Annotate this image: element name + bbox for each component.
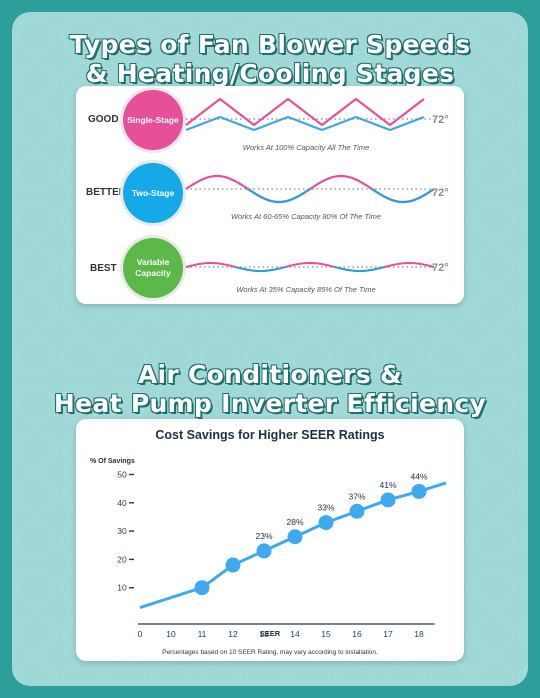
x-tick-label: 12 <box>228 629 238 639</box>
bottom-title-line2: Heat Pump Inverter Efficiency <box>53 389 487 418</box>
temp-best: 72° <box>432 262 449 274</box>
data-point <box>256 543 272 559</box>
y-axis-label: % Of Savings <box>90 458 135 465</box>
variable-capacity-line <box>185 261 435 273</box>
data-point <box>225 557 241 573</box>
data-point <box>380 492 396 508</box>
variable-capacity-wave <box>185 261 435 273</box>
single-stage-cool-line <box>185 115 425 132</box>
top-title-line1: Types of Fan Blower Speeds <box>69 30 471 59</box>
x-tick-label: 13 <box>259 629 269 639</box>
data-point <box>318 515 334 531</box>
x-tick-label: 17 <box>383 629 393 639</box>
x-tick-label: 11 <box>198 629 207 639</box>
x-tick-label: 16 <box>352 629 362 639</box>
savings-line <box>139 481 447 609</box>
x-tick-label: 0 <box>138 629 143 639</box>
stages-card: GOOD Single-Stage 72° Works At 100% Capa… <box>76 86 464 304</box>
caption-better: Works At 60-65% Capacity 80% Of The Time <box>230 212 382 221</box>
rating-better: BETTER <box>86 187 126 198</box>
y-tick-label: 50 <box>117 469 127 479</box>
x-tick-label: 15 <box>321 629 331 639</box>
data-point <box>349 503 365 519</box>
bottom-title-line1: Air Conditioners & <box>137 360 403 389</box>
chart-footnote: Percentages based on 10 SEER Rating, may… <box>162 649 378 656</box>
rating-best: BEST <box>90 263 117 274</box>
y-tick-label: 20 <box>117 554 127 564</box>
data-point <box>411 483 427 499</box>
top-title: Types of Fan Blower Speeds & Heating/Coo… <box>12 30 528 88</box>
temp-good: 72° <box>432 114 449 126</box>
chart-title: Cost Savings for Higher SEER Ratings <box>155 428 384 442</box>
data-point <box>194 580 210 596</box>
y-tick-label: 30 <box>117 526 127 536</box>
x-tick-label: 14 <box>290 629 300 639</box>
infographic-frame: Types of Fan Blower Speeds & Heating/Coo… <box>12 12 528 686</box>
x-axis-label: SEER <box>260 629 281 638</box>
y-tick-label: 40 <box>117 498 127 508</box>
data-label: 28% <box>286 517 303 527</box>
variable-capacity-badge: Variable Capacity <box>123 238 183 298</box>
data-label: 33% <box>317 503 334 513</box>
data-label: 44% <box>410 471 427 481</box>
rating-good: GOOD <box>88 114 119 125</box>
temp-better: 72° <box>432 187 449 199</box>
data-label: 23% <box>255 531 272 541</box>
data-point <box>287 529 303 545</box>
two-stage-badge: Two-Stage <box>123 163 183 223</box>
single-stage-wave <box>185 97 434 132</box>
x-tick-label: 18 <box>414 629 424 639</box>
single-stage-heat-line <box>185 97 425 127</box>
data-label: 37% <box>348 491 365 501</box>
caption-good: Works At 100% Capacity All The Time <box>242 143 370 152</box>
top-title-line2: & Heating/Cooling Stages <box>85 59 455 88</box>
x-tick-label: 10 <box>166 629 176 639</box>
bottom-title: Air Conditioners & Heat Pump Inverter Ef… <box>12 360 528 418</box>
two-stage-cool-line <box>186 189 434 204</box>
data-label: 41% <box>379 480 396 490</box>
chart-card: Cost Savings for Higher SEER Ratings % O… <box>76 419 464 661</box>
single-stage-badge: Single-Stage <box>123 90 183 150</box>
two-stage-wave <box>185 174 435 204</box>
y-tick-label: 10 <box>117 583 127 593</box>
chart-plot-area: 0 10 11 12 13 14 15 16 17 18 10 20 30 40 50 23% 28% 33% 37… <box>117 469 447 639</box>
caption-best: Works At 35% Capacity 85% Of The Time <box>236 285 376 294</box>
seer-savings-chart: Cost Savings for Higher SEER Ratings % O… <box>90 428 447 656</box>
